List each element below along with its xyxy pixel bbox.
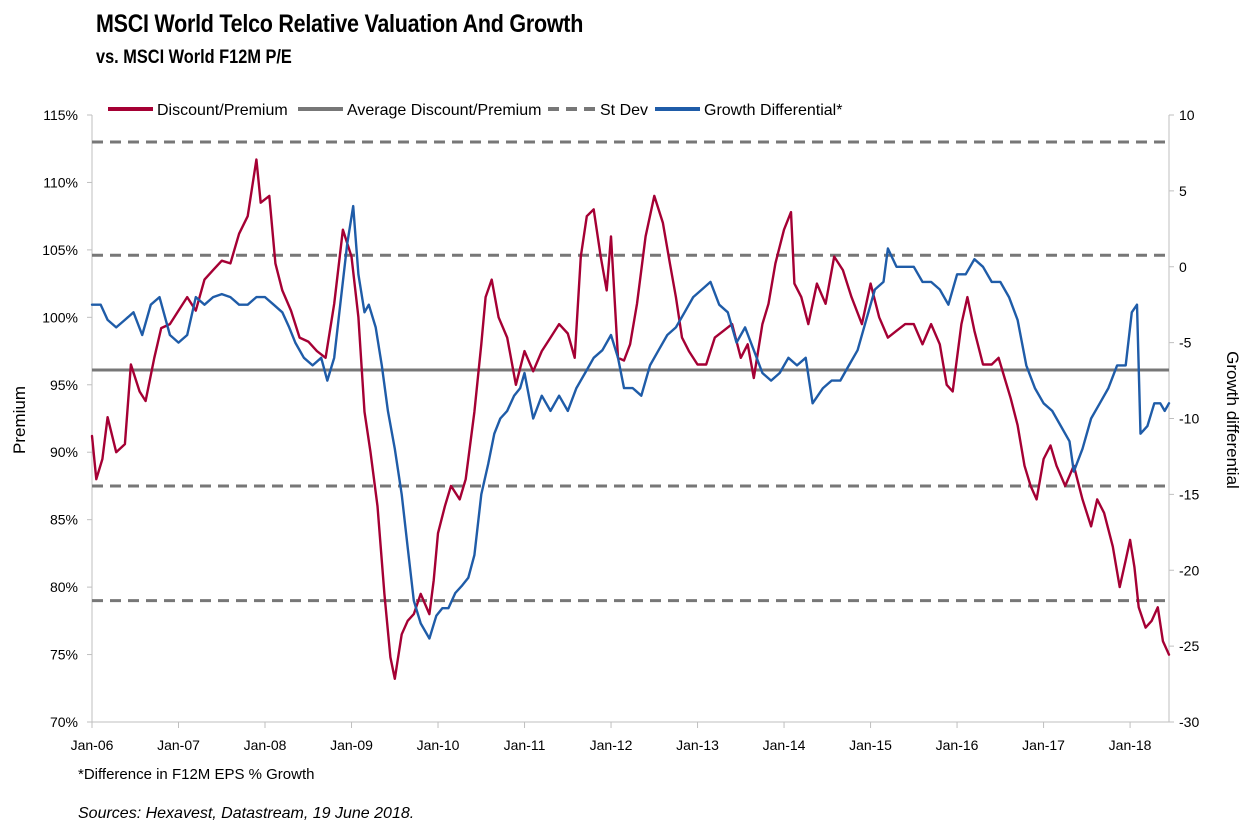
legend-label-average: Average Discount/Premium (347, 102, 541, 119)
y-left-tick-label: 100% (42, 309, 78, 325)
chart-subtitle: vs. MSCI World F12M P/E (96, 47, 292, 68)
x-tick-label: Jan-09 (330, 737, 373, 753)
y-right-tick-label: -25 (1179, 638, 1199, 654)
x-tick-label: Jan-10 (417, 737, 460, 753)
legend-label-discount: Discount/Premium (157, 102, 288, 119)
y-right-tick-label: -30 (1179, 714, 1199, 730)
y-left-tick-label: 70% (50, 714, 78, 730)
discount-premium-line (90, 158, 1171, 680)
x-tick-label: Jan-14 (763, 737, 806, 753)
y-left-tick-label: 110% (43, 174, 78, 190)
y-left-tick-label: 75% (50, 647, 78, 663)
x-tick-label: Jan-13 (676, 737, 719, 753)
x-tick-label: Jan-15 (849, 737, 892, 753)
x-tick-label: Jan-08 (244, 737, 287, 753)
y-right-tick-label: -20 (1179, 562, 1199, 578)
y-left-axis-title: Premium (10, 386, 29, 454)
y-right-tick-label: -5 (1179, 335, 1192, 351)
chart-title: MSCI World Telco Relative Valuation And … (96, 10, 584, 38)
y-left-tick-label: 80% (50, 579, 78, 595)
y-left-tick-label: 90% (50, 444, 78, 460)
growth-differential-line (90, 204, 1171, 640)
x-tick-label: Jan-11 (504, 737, 546, 753)
y-right-tick-label: -10 (1179, 411, 1199, 427)
y-right-tick-label: 5 (1179, 183, 1187, 199)
y-left-tick-label: 105% (42, 242, 78, 258)
footnote: *Difference in F12M EPS % Growth (78, 766, 315, 783)
y-right-tick-label: 0 (1179, 259, 1187, 275)
x-tick-label: Jan-12 (590, 737, 633, 753)
x-tick-label: Jan-16 (936, 737, 979, 753)
y-left-tick-label: 95% (50, 377, 78, 393)
x-tick-label: Jan-17 (1022, 737, 1065, 753)
y-right-axis-title: Growth differential (1223, 351, 1242, 489)
sources-note: Sources: Hexavest, Datastream, 19 June 2… (78, 805, 415, 822)
x-tick-label: Jan-07 (157, 737, 200, 753)
x-tick-label: Jan-18 (1109, 737, 1152, 753)
y-left-tick-label: 115% (43, 107, 78, 123)
y-right-tick-label: -15 (1179, 486, 1199, 502)
x-tick-label: Jan-06 (71, 737, 114, 753)
legend-label-stdev: St Dev (600, 102, 648, 119)
legend: Discount/Premium Average Discount/Premiu… (108, 102, 842, 119)
y-left-tick-label: 85% (50, 512, 78, 528)
legend-label-growth: Growth Differential* (704, 102, 842, 119)
y-right-tick-label: 10 (1179, 107, 1195, 123)
